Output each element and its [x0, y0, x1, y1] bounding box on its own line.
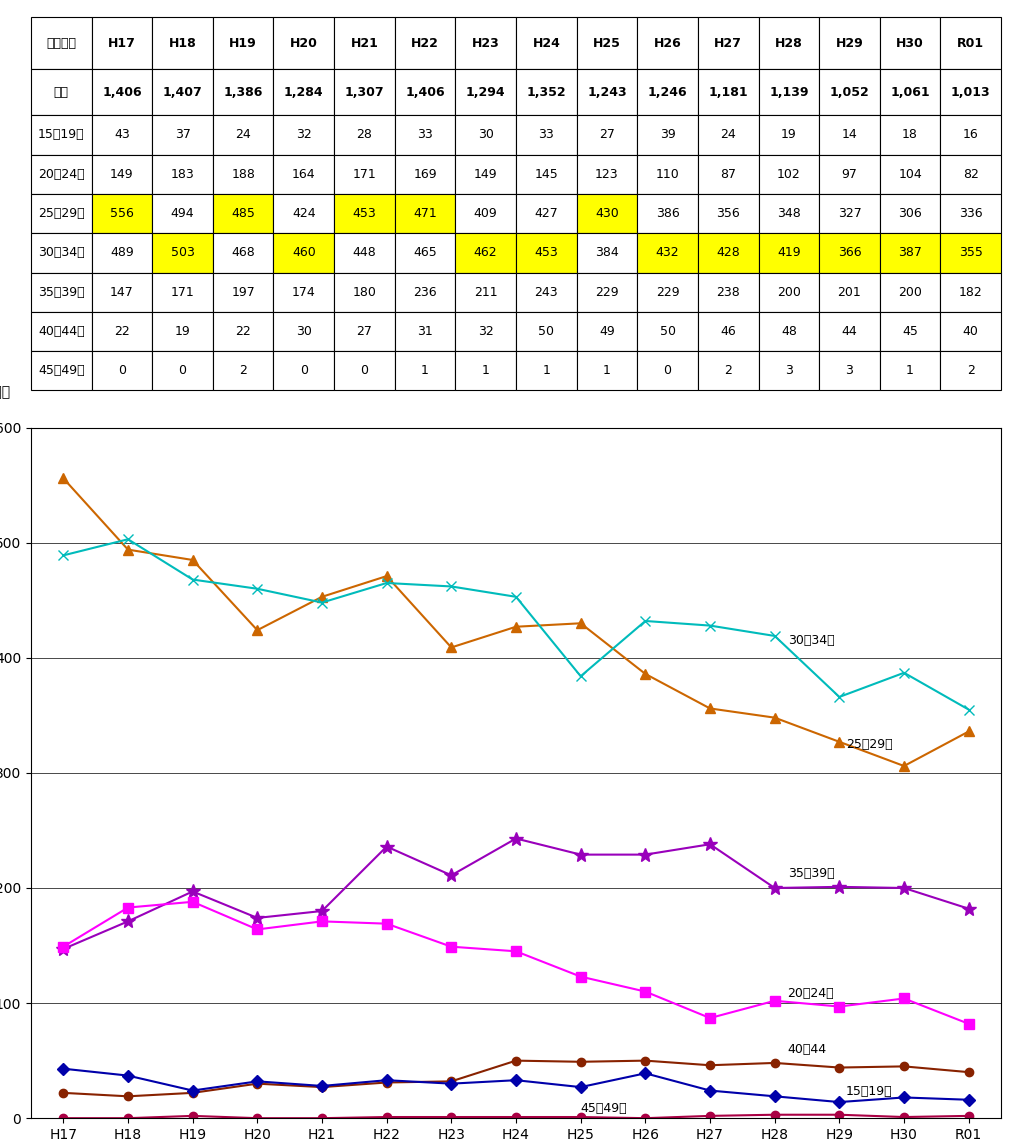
Text: 40〜44: 40〜44 [787, 1043, 827, 1055]
Text: 35〜39歳: 35〜39歳 [787, 866, 834, 880]
Text: 20〜24歳: 20〜24歳 [787, 987, 834, 1001]
Text: 30〜34歳: 30〜34歳 [787, 634, 834, 647]
Text: 15〜19歳: 15〜19歳 [846, 1085, 893, 1098]
Text: （人）: （人） [0, 385, 10, 399]
Text: 45〜49歳: 45〜49歳 [581, 1102, 627, 1116]
Text: 25〜29歳: 25〜29歳 [846, 737, 893, 751]
